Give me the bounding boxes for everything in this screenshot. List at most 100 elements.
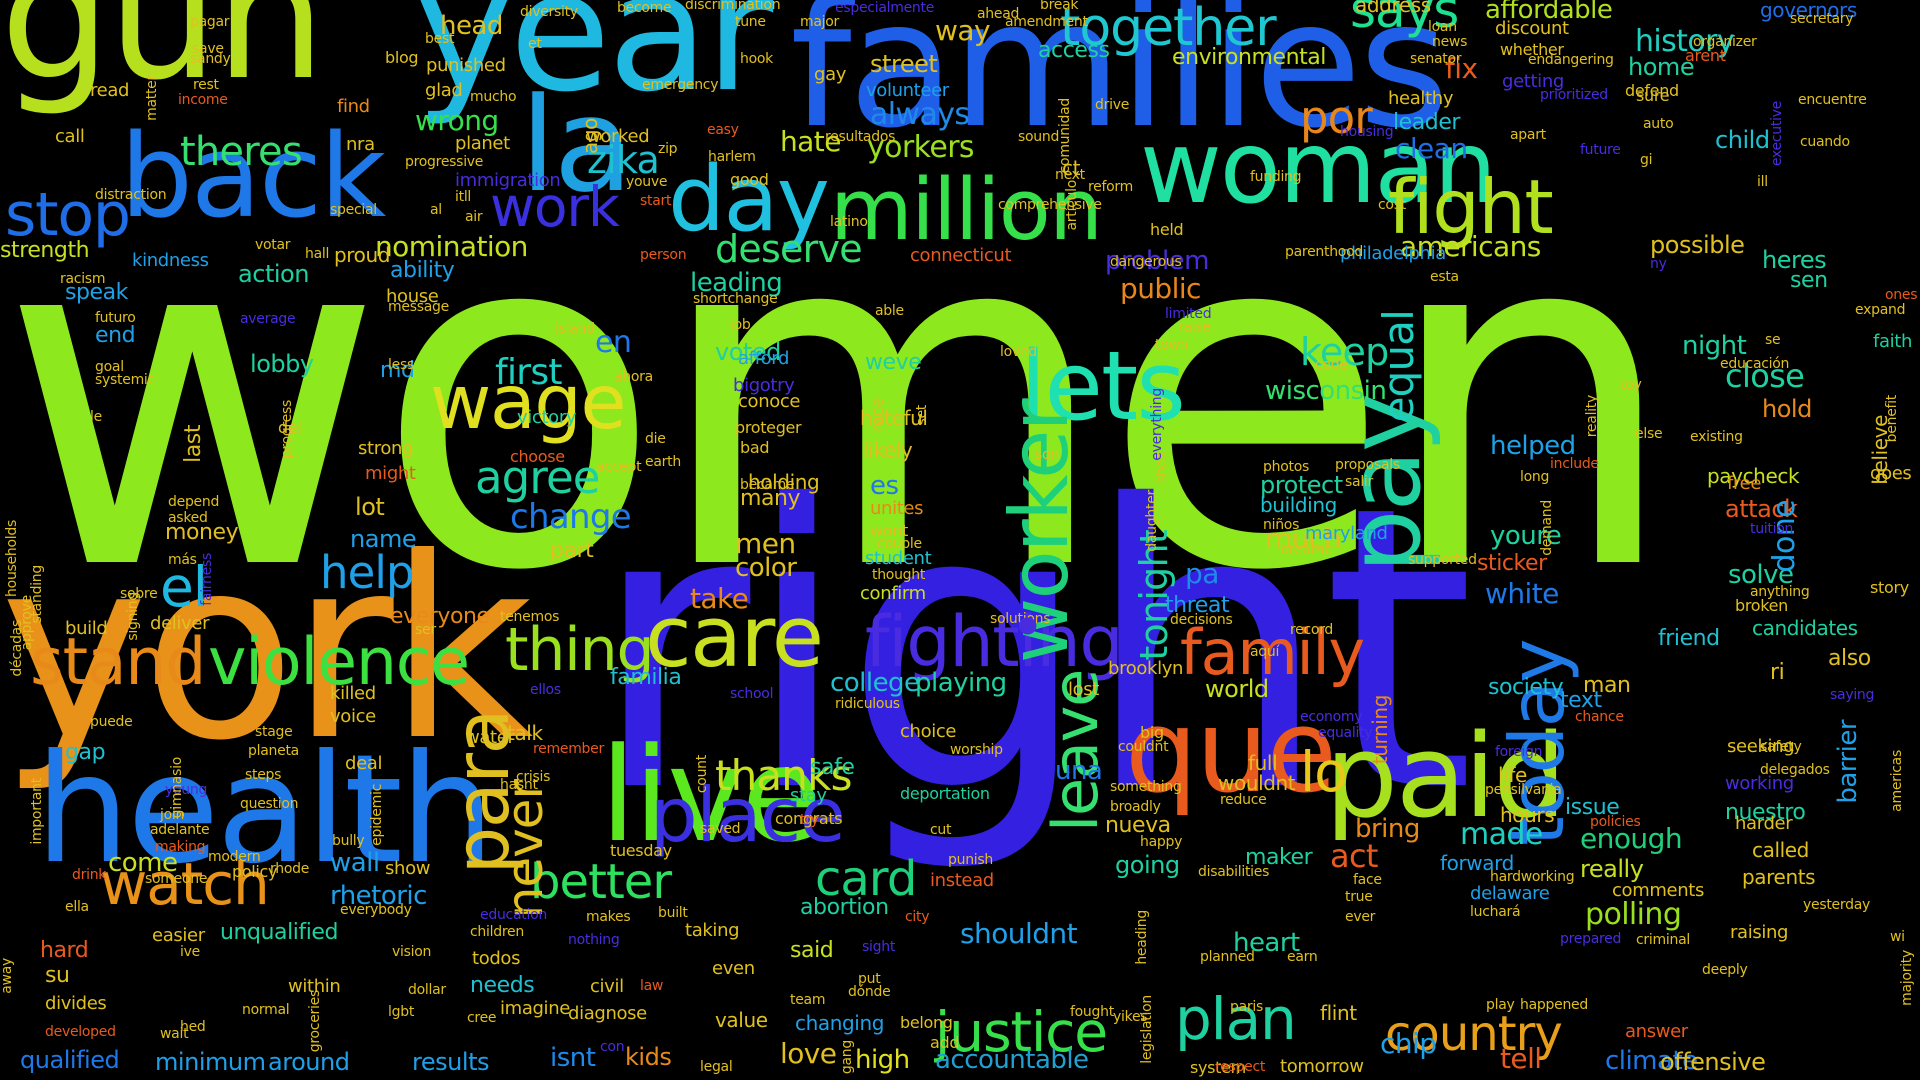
word-fix: fix — [1445, 52, 1478, 85]
word-hall: hall — [305, 246, 330, 262]
word-con: con — [600, 1039, 625, 1055]
word-hold: hold — [1762, 395, 1812, 423]
word-cuando: cuando — [1800, 134, 1850, 150]
word-even: even — [712, 958, 755, 979]
word-world: world — [1205, 675, 1269, 703]
word-society: society — [1488, 675, 1564, 700]
word-zip: zip — [658, 141, 678, 157]
word-thought: thought — [872, 567, 926, 583]
word-salir: salir — [1345, 474, 1374, 490]
word-supported: supported — [1408, 552, 1477, 568]
word-ella: ella — [65, 899, 89, 915]
word-come: come — [108, 848, 178, 878]
word-million: million — [830, 161, 1103, 260]
word-called: called — [1752, 838, 1809, 862]
word-parenthood: parenthood — [1285, 244, 1363, 260]
word-house: house — [386, 286, 439, 307]
word-gay: gay — [814, 64, 847, 85]
word-theres: theres — [180, 129, 303, 175]
word-flint: flint — [1320, 1001, 1357, 1025]
word-tune: tune — [735, 14, 766, 30]
word-ri: ri — [1770, 660, 1785, 685]
word-funding: funding — [1250, 169, 1302, 185]
word-playing2: delaware — [1470, 883, 1550, 904]
word-deeply: deeply — [1702, 962, 1748, 978]
word-playing: playing — [915, 668, 1007, 698]
word-hardworking: hardworking — [1490, 869, 1575, 885]
word-economy: economy — [1300, 709, 1363, 725]
word-worked: worked — [586, 126, 650, 147]
word-equality: equality — [1318, 725, 1373, 741]
word-pa: pa — [1185, 557, 1219, 590]
word-love: love — [780, 1037, 837, 1070]
word-chip: chip — [1380, 1027, 1437, 1060]
word-criminal: criminal — [1636, 932, 1690, 948]
word-steps: steps — [245, 767, 282, 783]
word-confirm: confirm — [860, 583, 926, 604]
word-sticker: sticker — [1477, 551, 1547, 576]
word-earth: earth — [645, 454, 681, 470]
word-el: el — [160, 555, 208, 619]
word-work: work — [490, 175, 620, 239]
word-lobby: lobby — [250, 350, 314, 378]
word-afford: afford — [738, 348, 790, 369]
word-ridiculous: ridiculous — [835, 696, 900, 712]
word-fighting: fighting — [865, 601, 1124, 683]
word-respect: respect — [1215, 1059, 1266, 1075]
word-emergency: emergency — [642, 77, 719, 93]
word-mucho: mucho — [470, 89, 517, 105]
word-divides: divides — [45, 993, 107, 1014]
word-systemic: systemic — [95, 372, 155, 388]
word-hard: hard — [40, 938, 89, 963]
word-live: live — [600, 719, 821, 871]
word-loved: loved — [1000, 344, 1037, 360]
word-ive: ive — [180, 944, 200, 960]
word-major: major — [800, 14, 840, 30]
word-family: family — [1180, 616, 1365, 689]
word-question: question — [240, 796, 299, 812]
word-weve: weve — [865, 350, 922, 375]
word-sobre: sobre — [120, 586, 158, 602]
word-help: help — [320, 546, 415, 599]
word-getting: getting — [1502, 71, 1564, 92]
word-polling: polling — [1585, 897, 1682, 932]
word-within: within — [288, 976, 341, 997]
word-job: job — [730, 317, 751, 333]
word-high: high — [855, 1045, 910, 1075]
word-head: head — [440, 11, 503, 41]
word-also: also — [1828, 646, 1871, 671]
word-ability: ability — [390, 258, 455, 283]
word-everything: everything — [1149, 388, 1165, 461]
word-reform: reform — [1088, 179, 1134, 195]
word-proteger: proteger — [735, 418, 802, 437]
word-environmental: environmental — [1172, 45, 1326, 70]
word-fairness: fairness — [199, 553, 215, 606]
word-majority: majority — [1899, 950, 1915, 1006]
word-everybody: everybody — [340, 902, 412, 918]
word-child: child — [1715, 126, 1770, 154]
word-brooklyn: brooklyn — [1108, 658, 1184, 679]
word-act: act — [1330, 837, 1378, 875]
word-couple: couple — [877, 536, 922, 552]
word-problem: problem — [1105, 246, 1209, 276]
word-healthy: healthy — [1388, 88, 1454, 109]
word-much: much — [1265, 522, 1341, 555]
word-else: else — [1635, 426, 1663, 442]
word-news: news — [1432, 34, 1468, 50]
word-dollar: dollar — [408, 982, 446, 998]
word-policies: policies — [1590, 814, 1641, 830]
word-deliver: deliver — [150, 613, 210, 634]
word-take: take — [690, 582, 749, 615]
word-said: said — [790, 938, 834, 963]
word-solve: solve — [1728, 560, 1794, 590]
word-zika: zika — [587, 138, 660, 182]
word-helped: helped — [1490, 431, 1576, 461]
word-voice: voice — [330, 706, 376, 727]
word-anything: anything — [1750, 584, 1810, 600]
word-wi: wi — [1890, 929, 1905, 945]
word-photos: photos — [1263, 459, 1309, 475]
word-free: free — [1727, 473, 1762, 494]
word-existing: existing — [1690, 429, 1743, 445]
word-imagine: imagine — [500, 998, 570, 1019]
